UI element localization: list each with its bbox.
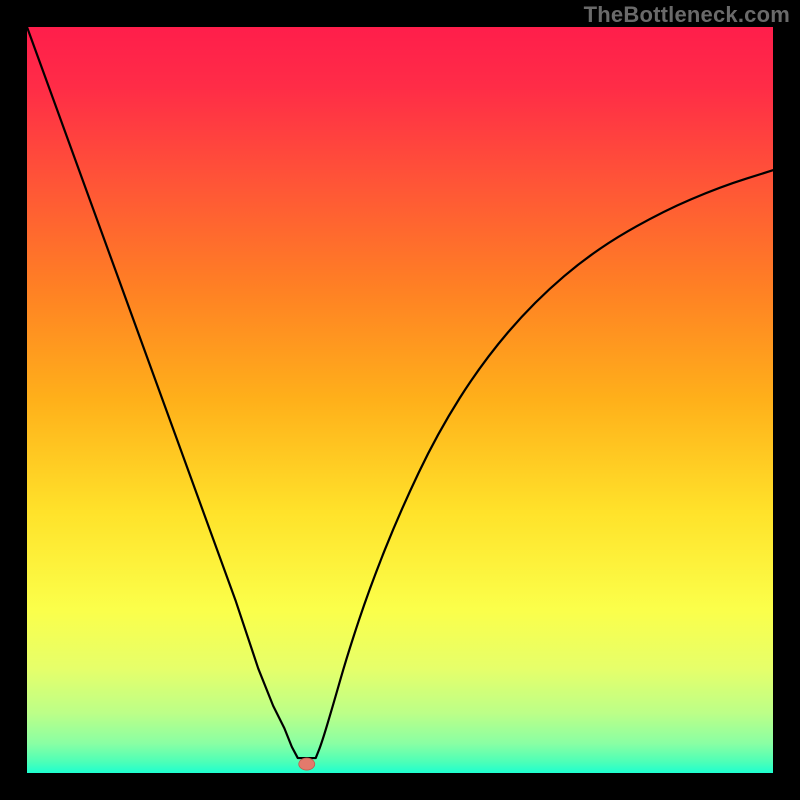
bottleneck-chart bbox=[0, 0, 800, 800]
chart-container: TheBottleneck.com bbox=[0, 0, 800, 800]
plot-background bbox=[27, 27, 773, 773]
watermark-label: TheBottleneck.com bbox=[584, 2, 790, 28]
optimum-marker bbox=[299, 758, 315, 770]
